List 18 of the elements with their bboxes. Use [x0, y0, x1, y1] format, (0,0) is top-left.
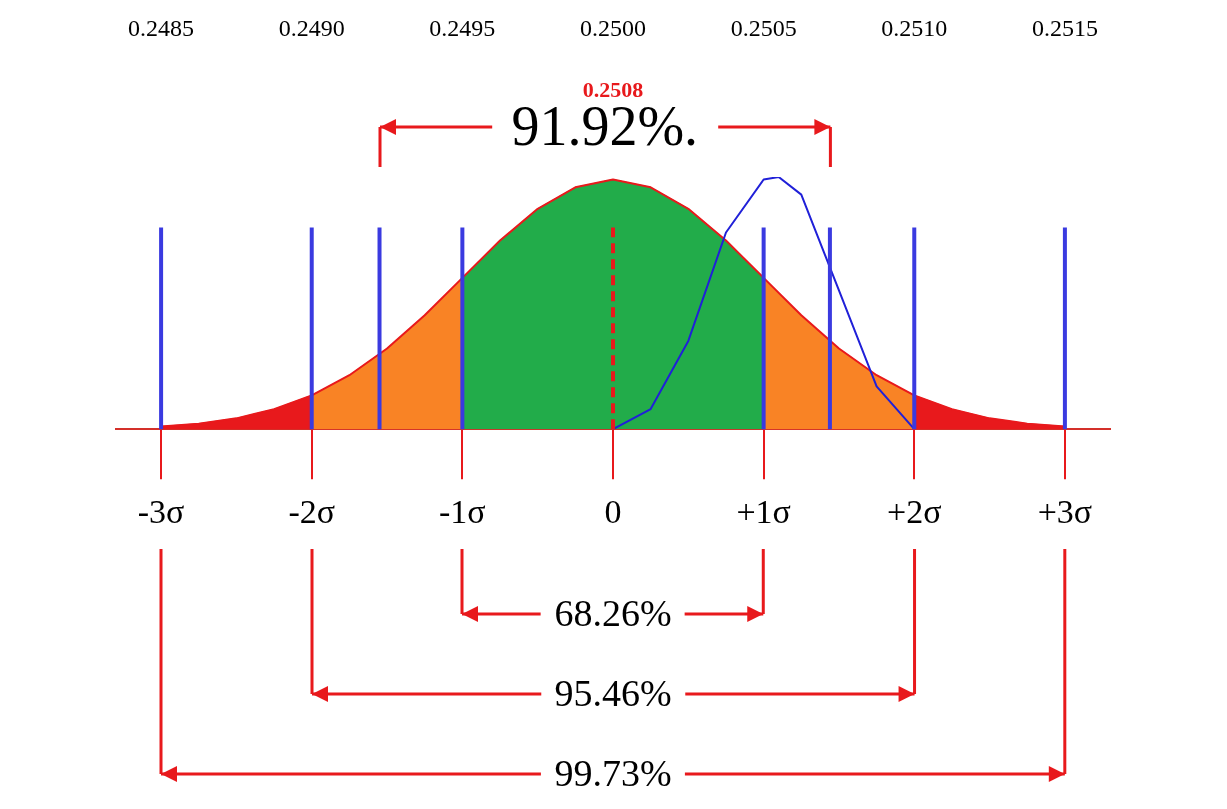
x2-tick-label: 0.2485	[128, 14, 195, 41]
x2-tick-label: 0.2510	[881, 14, 948, 41]
x2-tick-label: 0.2505	[730, 14, 797, 41]
x-tick-label: -1σ	[439, 492, 486, 530]
x2-tick-label: 0.2490	[278, 14, 345, 41]
x-tick-label: -3σ	[137, 492, 185, 530]
text: 95.46%	[553, 671, 673, 717]
x2-tick-label: 0.2515	[1031, 14, 1098, 41]
x-tick-label: +3σ	[1037, 492, 1093, 530]
x-tick-label: +2σ	[887, 492, 942, 530]
x-tick-label: -2σ	[288, 492, 336, 530]
text: 99.73%	[553, 751, 673, 797]
text: 68.26%	[553, 591, 673, 637]
x-tick-label: 0	[604, 492, 622, 530]
x2-tick-label: 0.2495	[429, 14, 496, 41]
x-tick-label: +1σ	[736, 492, 791, 530]
text: 0.2508	[581, 77, 645, 103]
x2-tick-label: 0.2500	[580, 14, 646, 41]
